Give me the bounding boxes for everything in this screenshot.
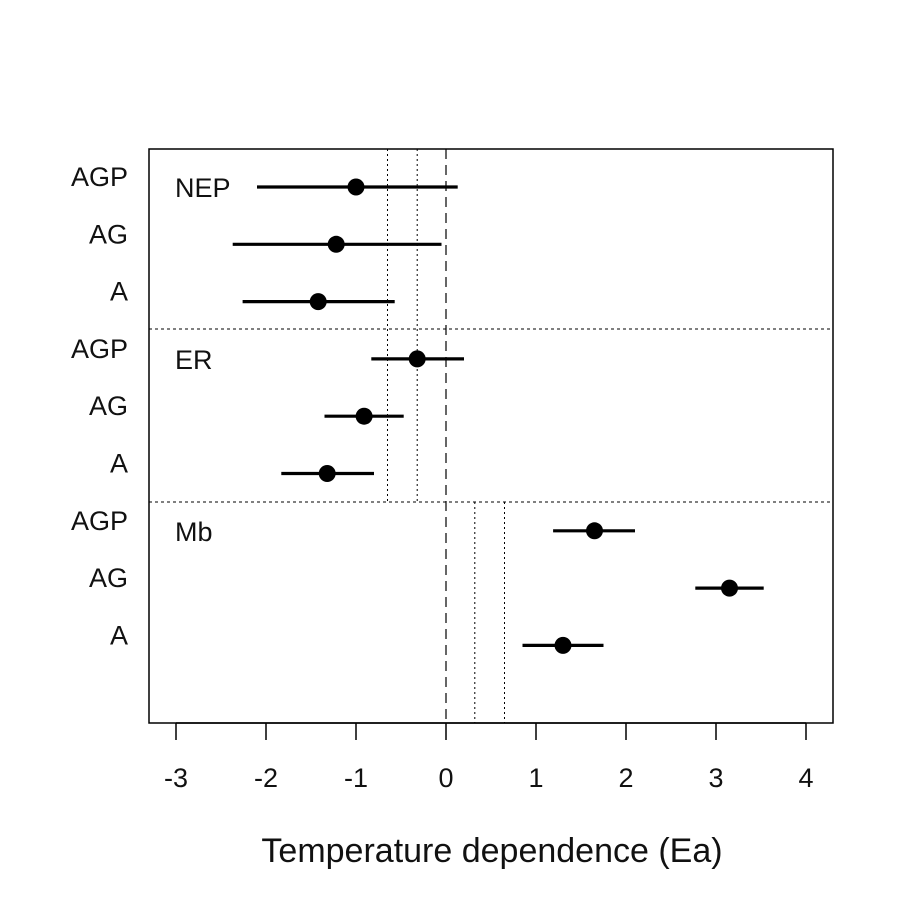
row-label-mb-agp: AGP — [71, 506, 128, 536]
group-label-mb: Mb — [175, 517, 213, 547]
x-tick-label-4: 4 — [798, 763, 813, 793]
x-tick-label-2: 2 — [618, 763, 633, 793]
row-label-mb-a: A — [110, 620, 128, 650]
x-tick-label-1: 1 — [528, 763, 543, 793]
group-label-er: ER — [175, 345, 213, 375]
estimate-point-nep-ag — [327, 235, 345, 253]
x-tick-label-3: 3 — [708, 763, 723, 793]
x-axis-label: Temperature dependence (Ea) — [261, 832, 722, 870]
row-label-mb-ag: AG — [89, 563, 128, 593]
estimate-point-er-agp — [408, 350, 426, 368]
estimate-point-mb-a — [554, 636, 572, 654]
estimate-point-mb-agp — [586, 522, 603, 540]
x-tick-label--3: -3 — [164, 763, 188, 793]
group-label-nep: NEP — [175, 173, 231, 203]
estimate-point-nep-a — [309, 293, 327, 311]
plot-area: NEP AGP AG A ER AGP AG A Mb AGP AG A -3 -2 -1 0 1 2 3 4 — [71, 148, 834, 793]
estimate-point-er-a — [318, 465, 336, 482]
row-label-nep-agp: AGP — [71, 162, 128, 192]
row-label-er-a: A — [110, 449, 128, 479]
x-tick-label--2: -2 — [254, 763, 278, 793]
row-label-er-agp: AGP — [71, 334, 128, 364]
row-label-nep-a: A — [110, 277, 128, 307]
x-tick-label-0: 0 — [438, 763, 453, 793]
estimate-point-mb-ag — [721, 579, 738, 597]
estimate-point-er-ag — [355, 407, 373, 425]
row-label-er-ag: AG — [89, 391, 128, 421]
row-label-nep-ag: AG — [89, 219, 128, 249]
plot-frame — [148, 148, 834, 724]
estimate-point-nep-agp — [347, 178, 365, 196]
x-tick-label--1: -1 — [344, 763, 368, 793]
